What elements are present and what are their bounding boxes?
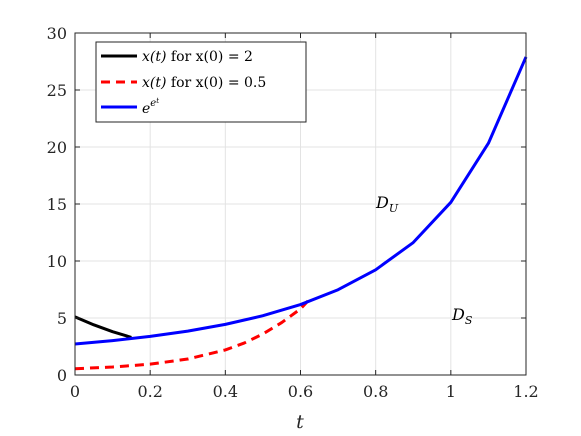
y-tick-label-5: 25 — [47, 81, 67, 100]
x-tick-label-2: 0.4 — [213, 382, 238, 401]
x-tick-label-5: 1 — [446, 382, 456, 401]
legend-blue-exp: e — [150, 98, 156, 109]
legend: x(t) for x(0) = 2 x(t) for x(0) = 0.5 ee… — [95, 41, 307, 123]
annotation-du-sub: U — [389, 202, 399, 215]
legend-red-rest: for x(0) = 0.5 — [166, 75, 266, 91]
x-tick-label-4: 0.8 — [363, 382, 388, 401]
legend-label-red: x(t) for x(0) = 0.5 — [142, 75, 266, 91]
y-tick-label-3: 15 — [47, 195, 67, 214]
y-tick-label-6: 30 — [47, 24, 67, 43]
ticks — [74, 32, 527, 376]
legend-red-math: x(t) — [142, 75, 166, 91]
annotation-ds-sub: S — [465, 314, 473, 327]
tick-labels: 0 0.2 0.4 0.6 0.8 1 1.2 0 5 10 15 20 25 30 — [47, 24, 539, 401]
x-tick-label-3: 0.6 — [288, 382, 313, 401]
series-line-2 — [74, 56, 528, 346]
x-tick-label-6: 1.2 — [513, 382, 538, 401]
legend-blue-base: e — [142, 101, 150, 117]
annotation-du-main: D — [375, 193, 389, 212]
annotation-ds: DS — [451, 305, 473, 327]
annotation-ds-main: D — [451, 305, 465, 324]
annotation-du: DU — [375, 193, 399, 215]
legend-label-blue: eet — [142, 97, 159, 117]
y-tick-label-4: 20 — [47, 138, 67, 157]
y-tick-label-2: 10 — [47, 252, 67, 271]
series-lines — [74, 56, 528, 371]
x-tick-label-1: 0.2 — [137, 382, 162, 401]
x-tick-label-0: 0 — [70, 382, 80, 401]
x-axis-label: t — [296, 411, 304, 433]
legend-label-black: x(t) for x(0) = 2 — [142, 49, 253, 65]
y-tick-label-1: 5 — [57, 309, 67, 328]
series-line-1 — [74, 299, 310, 371]
legend-black-math: x(t) — [142, 49, 166, 65]
series-line-0 — [74, 315, 132, 339]
legend-black-rest: for x(0) = 2 — [166, 49, 252, 65]
y-tick-label-0: 0 — [57, 366, 67, 385]
legend-blue-exp2: t — [156, 97, 159, 105]
